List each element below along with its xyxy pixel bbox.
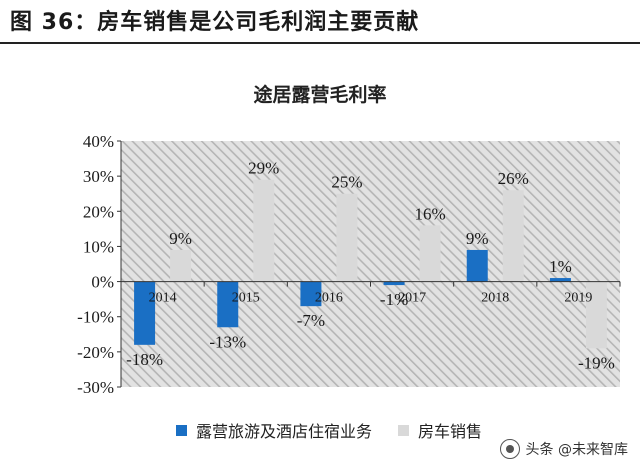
data-label-rv-sales: 9% [169,229,192,248]
bar-rv-sales [170,249,192,282]
x-tick-label: 2015 [232,291,260,306]
y-tick-label: 40% [83,132,114,151]
watermark-logo-icon [499,439,520,459]
data-label-rv-sales: -19% [578,353,615,372]
data-label-camping: -7% [297,311,325,330]
legend-label-camping: 露营旅游及酒店住宿业务 [196,422,373,441]
data-label-camping: 9% [466,229,489,248]
legend-item-rv-sales: 房车销售 [398,418,482,442]
bar-camping [300,281,322,307]
y-tick-label: -10% [77,308,114,327]
data-label-rv-sales: 29% [248,159,279,178]
y-tick-label: 10% [83,237,114,256]
y-tick-label: 0% [91,273,114,292]
x-tick-label: 2018 [481,291,509,306]
bar-rv-sales [336,193,358,282]
watermark-text: 头条 @未来智库 [525,442,628,458]
legend-label-rv-sales: 房车销售 [418,422,483,441]
bar-camping [466,249,488,282]
plot-area [121,141,620,387]
bar-rv-sales [502,190,524,282]
legend-swatch-rv-sales [398,424,410,436]
data-label-camping: -13% [209,332,246,351]
bar-rv-sales [253,179,275,282]
watermark: 头条 @未来智库 [499,439,628,459]
x-tick-label: 2019 [564,291,592,306]
bar-rv-sales [419,225,441,282]
x-tick-label: 2016 [315,291,343,306]
data-label-rv-sales: 26% [498,169,529,188]
bar-camping [549,278,571,282]
data-label-rv-sales: 25% [331,173,362,192]
y-tick-label: -20% [77,343,114,362]
legend-item-camping: 露营旅游及酒店住宿业务 [176,418,372,442]
y-tick-label: -30% [77,378,114,397]
bar-camping [134,281,156,345]
bar-rv-sales [585,281,607,349]
bar-camping [383,281,405,286]
y-tick-label: 20% [83,202,114,221]
chart-title: 途居露营毛利率 [253,84,387,106]
data-label-camping: -1% [380,290,408,309]
x-tick-label: 2017 [398,291,426,306]
data-label-camping: -18% [126,350,163,369]
title-divider [0,42,640,44]
chart-legend: 露营旅游及酒店住宿业务 房车销售 [176,418,508,442]
y-tick-label: 30% [83,167,114,186]
data-label-rv-sales: 16% [414,204,445,223]
x-tick-label: 2014 [149,291,177,306]
figure-title: 图 36：房车销售是公司毛利润主要贡献 [10,10,420,35]
legend-swatch-camping [176,424,187,436]
data-label-camping: 1% [549,257,572,276]
bar-camping [217,281,239,328]
